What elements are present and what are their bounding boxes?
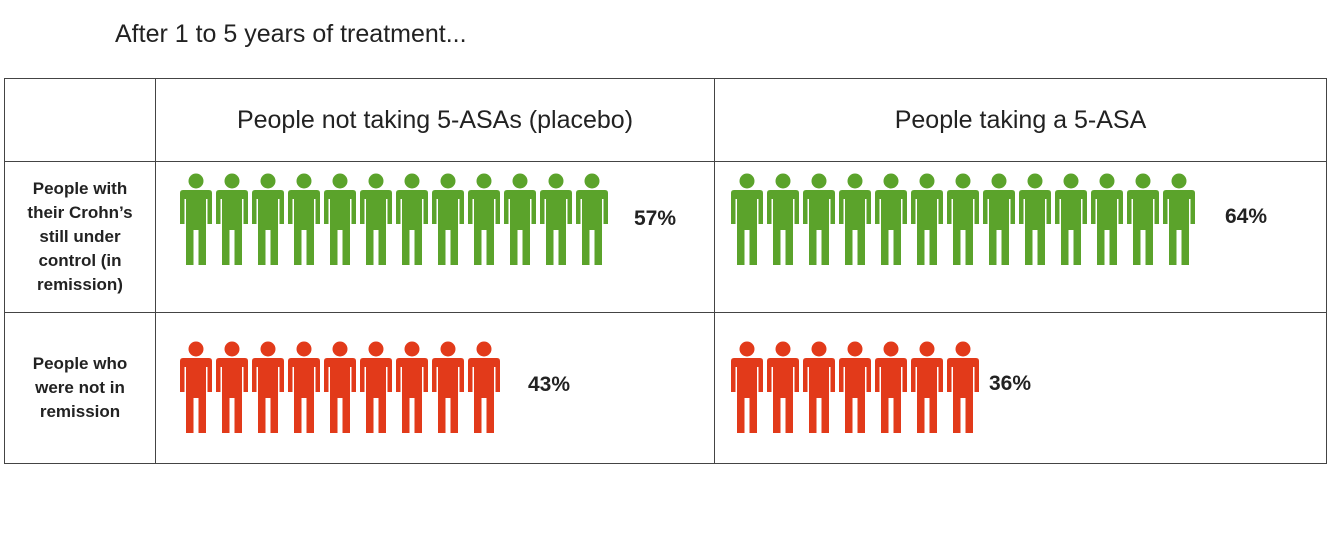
person-icon bbox=[803, 173, 835, 265]
person-icon bbox=[983, 173, 1015, 265]
row-label-remission-text: People with their Crohn’s still under co… bbox=[27, 179, 133, 294]
cell-remission-placebo: 57% bbox=[155, 161, 715, 313]
not-remission-row: People who were not in remission 43% 36% bbox=[4, 312, 1327, 464]
person-icon bbox=[432, 341, 464, 433]
person-icon bbox=[731, 341, 763, 433]
person-icon bbox=[1163, 173, 1195, 265]
percent-remission-placebo: 57% bbox=[634, 207, 677, 230]
row-label-not-remission: People who were not in remission bbox=[4, 312, 156, 464]
person-icon bbox=[216, 173, 248, 265]
person-icon bbox=[504, 173, 536, 265]
person-icon bbox=[432, 173, 464, 265]
person-icon bbox=[360, 173, 392, 265]
person-icon bbox=[839, 173, 871, 265]
row-label-remission: People with their Crohn’s still under co… bbox=[4, 161, 156, 313]
person-icon bbox=[468, 341, 500, 433]
person-icon bbox=[180, 173, 212, 265]
percent-remission-5asa: 64% bbox=[1225, 205, 1268, 228]
person-icon bbox=[875, 341, 907, 433]
person-icon bbox=[839, 341, 871, 433]
results-table: People not taking 5-ASAs (placebo) Peopl… bbox=[4, 78, 1327, 464]
person-icon bbox=[468, 173, 500, 265]
person-icon bbox=[360, 341, 392, 433]
people-icons-remission-placebo bbox=[178, 173, 610, 268]
cell-remission-5asa: 64% bbox=[714, 161, 1327, 313]
person-icon bbox=[1127, 173, 1159, 265]
person-icon bbox=[947, 341, 979, 433]
header-row: People not taking 5-ASAs (placebo) Peopl… bbox=[4, 78, 1327, 162]
remission-row: People with their Crohn’s still under co… bbox=[4, 161, 1327, 313]
person-icon bbox=[396, 341, 428, 433]
percent-not-remission-placebo: 43% bbox=[528, 373, 571, 396]
chart-title: After 1 to 5 years of treatment... bbox=[115, 20, 467, 48]
person-icon bbox=[288, 341, 320, 433]
person-icon bbox=[324, 341, 356, 433]
person-icon bbox=[731, 173, 763, 265]
people-icons-remission-5asa bbox=[729, 173, 1197, 268]
person-icon bbox=[1091, 173, 1123, 265]
person-icon bbox=[1055, 173, 1087, 265]
person-icon bbox=[216, 341, 248, 433]
column-header-5asa: People taking a 5-ASA bbox=[714, 78, 1327, 162]
person-icon bbox=[396, 173, 428, 265]
row-label-not-remission-text: People who were not in remission bbox=[32, 354, 128, 421]
person-icon bbox=[911, 173, 943, 265]
person-icon bbox=[875, 173, 907, 265]
person-icon bbox=[1019, 173, 1051, 265]
person-icon bbox=[803, 341, 835, 433]
corner-cell bbox=[4, 78, 156, 162]
person-icon bbox=[540, 173, 572, 265]
person-icon bbox=[252, 341, 284, 433]
person-icon bbox=[252, 173, 284, 265]
cell-not-remission-5asa: 36% bbox=[714, 312, 1327, 464]
person-icon bbox=[324, 173, 356, 265]
person-icon bbox=[911, 341, 943, 433]
column-header-placebo: People not taking 5-ASAs (placebo) bbox=[155, 78, 715, 162]
percent-not-remission-5asa: 36% bbox=[989, 372, 1032, 395]
person-icon bbox=[947, 173, 979, 265]
cell-not-remission-placebo: 43% bbox=[155, 312, 715, 464]
person-icon bbox=[767, 173, 799, 265]
person-icon bbox=[288, 173, 320, 265]
person-icon bbox=[180, 341, 212, 433]
person-icon bbox=[576, 173, 608, 265]
people-icons-not-remission-5asa bbox=[729, 341, 981, 436]
people-icons-not-remission-placebo bbox=[178, 341, 502, 436]
person-icon bbox=[767, 341, 799, 433]
